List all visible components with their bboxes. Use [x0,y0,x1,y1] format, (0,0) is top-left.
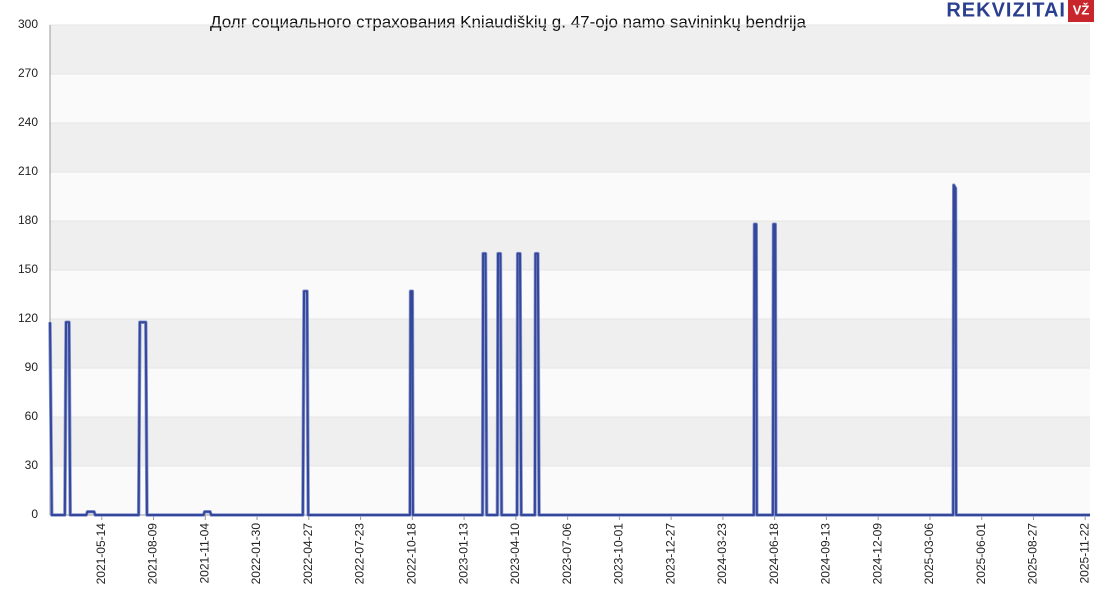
chart-title: Долг социального страхования Kniaudiškių… [210,12,807,31]
x-tick-label: 2025-06-01 [974,523,988,585]
y-tick-label: 270 [18,66,38,80]
x-tick-label: 2022-10-18 [405,523,419,585]
x-tick-label: 2025-11-22 [1077,523,1091,584]
grid-band [50,417,1090,466]
logo: REKVIZITAI [946,0,1066,21]
x-tick-label: 2023-07-06 [560,523,574,585]
plot-background [50,25,1090,515]
x-tick-label: 2022-07-23 [353,523,367,585]
x-tick-label: 2023-01-13 [456,523,470,585]
x-tick-label: 2024-09-13 [819,523,833,585]
y-tick-label: 300 [18,17,38,31]
y-tick-label: 240 [18,115,38,129]
y-tick-label: 30 [25,458,39,472]
y-tick-label: 0 [31,507,38,521]
y-tick-label: 120 [18,311,38,325]
x-tick-label: 2025-03-06 [922,523,936,585]
grid-band [50,319,1090,368]
grid-band [50,221,1090,270]
grid-band [50,270,1090,319]
x-tick-label: 2022-01-30 [249,523,263,585]
grid-band [50,123,1090,172]
x-tick-label: 2023-12-27 [663,523,677,585]
x-tick-label: 2021-05-14 [94,523,108,585]
logo-badge: VŽ [1073,2,1090,17]
grid-band [50,25,1090,74]
line [49,184,1090,516]
y-tick-label: 90 [25,360,39,374]
x-tick-label: 2023-04-10 [508,523,522,585]
grid-band [50,368,1090,417]
y-tick-label: 180 [18,213,38,227]
x-tick-label: 2023-10-01 [612,523,626,585]
logo-badge-bg [1068,0,1094,22]
y-tick-label: 60 [25,409,39,423]
grid-band [50,466,1090,515]
x-tick-label: 2021-08-09 [146,523,160,585]
y-tick-label: 210 [18,164,38,178]
x-tick-label: 2025-08-27 [1026,523,1040,585]
grid-band [50,74,1090,123]
x-tick-label: 2024-03-23 [715,523,729,585]
grid-band [50,172,1090,221]
y-tick-label: 150 [18,262,38,276]
x-tick-label: 2024-06-18 [767,523,781,585]
x-tick-label: 2022-04-27 [301,523,315,585]
x-tick-label: 2024-12-09 [870,523,884,585]
x-tick-label: 2021-11-04 [197,523,211,584]
